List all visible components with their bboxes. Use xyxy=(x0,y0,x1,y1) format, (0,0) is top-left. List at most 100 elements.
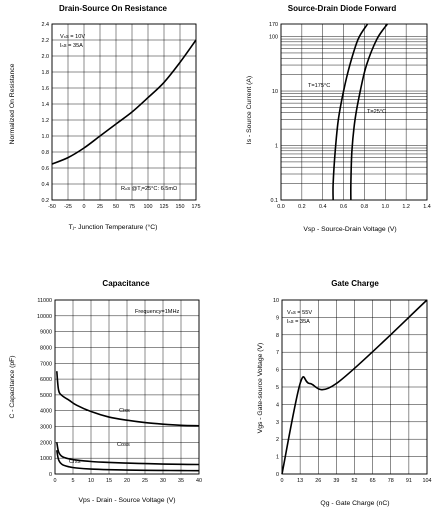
x-tick-label: 75 xyxy=(129,204,135,210)
y-tick-label: 0.8 xyxy=(42,150,50,156)
x-tick-label: 150 xyxy=(176,204,185,210)
y-tick-label: 2.0 xyxy=(42,54,50,60)
x-tick-label: -50 xyxy=(48,204,56,210)
y-tick-label: 0 xyxy=(276,472,279,478)
x-tick-label: 5 xyxy=(72,478,75,484)
x-tick-label: 175 xyxy=(192,204,201,210)
annotation-crss: Crss xyxy=(69,459,81,465)
gridlines xyxy=(281,299,428,475)
series-line-ciss xyxy=(56,371,200,427)
y-tick-label: 0.4 xyxy=(42,182,50,188)
x-tick-label: 15 xyxy=(106,478,112,484)
y-tick-labels: 0 1 2 3 4 5 6 7 8 9 10 xyxy=(273,298,279,478)
x-tick-label: 30 xyxy=(160,478,166,484)
x-tick-label: 13 xyxy=(297,478,303,484)
chart-title: Drain-Source On Resistance xyxy=(59,4,168,13)
y-tick-label: 1.6 xyxy=(42,86,50,92)
y-tick-label: 5000 xyxy=(40,393,52,399)
plot-frame xyxy=(280,23,428,201)
y-tick-label: 11000 xyxy=(37,298,52,304)
x-tick-label: 78 xyxy=(388,478,394,484)
x-tick-label: 0 xyxy=(83,204,86,210)
x-tick-labels: 0 5 10 15 20 25 30 35 40 xyxy=(54,478,203,484)
x-tick-label: 26 xyxy=(315,478,321,484)
y-tick-label: 8 xyxy=(276,333,279,339)
annotation-ids: Iₙs = 35A xyxy=(287,319,310,325)
series-line-crss xyxy=(56,450,200,472)
series-line-coss xyxy=(56,442,200,466)
x-tick-label: 1.0 xyxy=(382,204,390,210)
y-tick-label: 6 xyxy=(276,368,279,374)
x-tick-labels: 0 13 26 39 52 65 78 91 104 xyxy=(281,478,432,484)
y-tick-label: 1.0 xyxy=(42,134,50,140)
plot-frame xyxy=(51,23,197,201)
x-tick-label: 1.2 xyxy=(402,204,410,210)
annotation-ids: Iₙs = 35A xyxy=(60,43,83,49)
plot-frame xyxy=(54,299,200,475)
y-tick-label: 1000 xyxy=(40,456,52,462)
annotation-frequency: Frequency=1MHz xyxy=(135,309,180,315)
x-tick-labels: 0.0 0.2 0.4 0.6 0.8 1.0 1.2 1.4 xyxy=(277,204,431,210)
x-tick-label: 0.4 xyxy=(319,204,327,210)
annotation-t175: T=175°C xyxy=(308,83,330,89)
y-axis-label: Is - Source Current (A) xyxy=(246,76,253,144)
y-tick-label: 1.2 xyxy=(42,118,50,124)
x-tick-label: 1.4 xyxy=(423,204,431,210)
y-axis-label: Vgs - Gate-source Voltage (V) xyxy=(257,343,264,434)
y-tick-label: 3000 xyxy=(40,425,52,431)
y-tick-label: 9 xyxy=(276,315,279,321)
x-tick-label: 35 xyxy=(178,478,184,484)
gate-charge-chart: Gate Charge 0 13 26 39 52 65 78 91 104 012345678… xyxy=(257,279,432,507)
chart-title: Source-Drain Diode Forward xyxy=(288,4,397,13)
y-tick-label: 2.4 xyxy=(42,22,50,28)
plot-frame xyxy=(281,299,428,475)
y-tick-label: 0.6 xyxy=(42,166,50,172)
x-tick-label: 39 xyxy=(333,478,339,484)
y-tick-label: 4 xyxy=(276,402,279,408)
diode-forward-chart: Source-Drain Diode Forward 0.0 0.2 0.4 0.6 0… xyxy=(246,4,431,233)
y-tick-label: 170 xyxy=(269,22,278,28)
x-axis-label: Vsp - Source-Drain Voltage (V) xyxy=(303,226,396,233)
series-lines xyxy=(332,23,389,201)
x-tick-label: 20 xyxy=(124,478,130,484)
y-tick-label: 100 xyxy=(269,35,278,41)
x-tick-label: 0 xyxy=(54,478,57,484)
series-line-series-0 xyxy=(281,299,428,475)
y-tick-label: 1.8 xyxy=(42,70,50,76)
capacitance-chart: Capacitance 0 5 10 15 20 25 30 35 40 0 1000 2000 30… xyxy=(9,279,202,504)
y-tick-label: 5 xyxy=(276,385,279,391)
y-tick-label: 7 xyxy=(276,350,279,356)
gridlines xyxy=(51,23,197,201)
annotation-coss: Coss xyxy=(117,442,130,448)
x-tick-label: 65 xyxy=(370,478,376,484)
annotation-vds: Vₙs = 55V xyxy=(287,310,312,316)
x-axis-label: Tⱼ- Junction Temperature (°C) xyxy=(69,223,158,231)
on-resistance-chart: Drain-Source On Resistance -50 -25 0 25 50 75… xyxy=(9,4,201,231)
series-lines xyxy=(51,39,197,165)
y-axis-label: Normalized On Resistance xyxy=(9,63,16,144)
series-line-t-25-c xyxy=(349,23,389,201)
y-tick-labels: 0 1000 2000 3000 4000 5000 6000 7000 8000 9000 100… xyxy=(37,298,52,478)
y-tick-label: 7000 xyxy=(40,361,52,367)
series-lines xyxy=(56,371,200,472)
series-line-series-0 xyxy=(51,39,197,165)
x-tick-label: 52 xyxy=(352,478,358,484)
annotation-t25: T=25°C xyxy=(367,109,386,115)
annotation-ciss: Ciss xyxy=(119,408,130,414)
x-axis-label: Vps - Drain - Source Voltage (V) xyxy=(78,497,175,504)
x-tick-label: 50 xyxy=(113,204,119,210)
chart-title: Gate Charge xyxy=(331,279,379,288)
x-axis-label: Qg - Gate Charge (nC) xyxy=(320,500,389,507)
y-tick-label: 6000 xyxy=(40,377,52,383)
x-tick-label: 104 xyxy=(423,478,432,484)
y-tick-label: 10 xyxy=(273,298,279,304)
y-tick-label: 10000 xyxy=(37,314,52,320)
x-tick-label: 91 xyxy=(406,478,412,484)
series-line-t-175-c xyxy=(332,23,369,201)
x-tick-label: 0 xyxy=(281,478,284,484)
y-tick-label: 1 xyxy=(275,144,278,150)
y-tick-label: 9000 xyxy=(40,330,52,336)
y-tick-label: 1.4 xyxy=(42,102,50,108)
y-tick-labels: 0.2 0.4 0.6 0.8 1.0 1.2 1.4 1.6 1.8 2.0 2.2 2.4 xyxy=(42,22,50,204)
y-tick-labels: 0.1 1 10 100 170 xyxy=(269,22,278,204)
